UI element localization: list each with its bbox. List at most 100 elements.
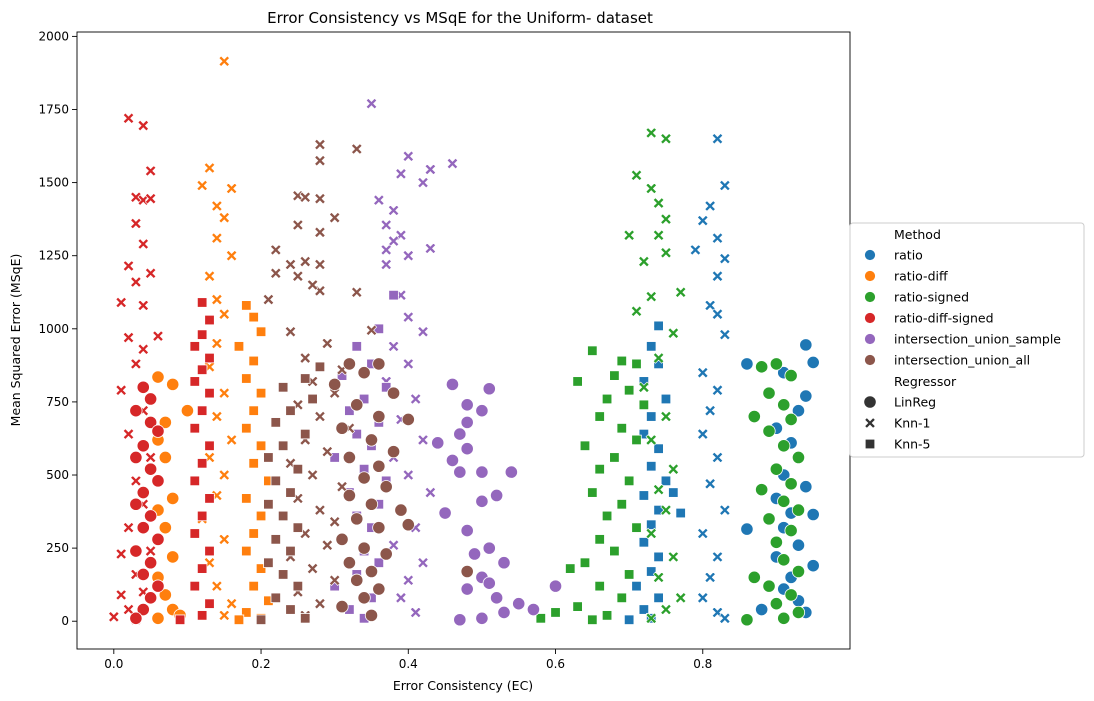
data-point <box>740 522 754 536</box>
data-point <box>646 341 657 352</box>
data-point <box>129 497 143 511</box>
data-point <box>653 551 664 563</box>
data-point <box>144 415 158 429</box>
data-point <box>646 461 657 472</box>
data-point <box>402 574 414 586</box>
data-point <box>189 528 200 539</box>
data-point <box>387 235 400 247</box>
x-tick-label: 0.4 <box>399 657 418 671</box>
data-point <box>342 357 356 371</box>
data-point <box>697 428 709 440</box>
data-point <box>652 483 665 496</box>
data-point <box>689 244 702 256</box>
data-point <box>460 442 474 456</box>
data-point <box>255 387 267 399</box>
data-point <box>372 409 386 424</box>
data-point <box>335 421 349 435</box>
legend-method-label: ratio-signed <box>894 290 969 305</box>
data-point <box>653 320 664 332</box>
data-point <box>762 579 776 593</box>
data-point <box>350 398 364 412</box>
data-point <box>136 439 150 453</box>
data-point <box>668 487 679 498</box>
data-point <box>306 562 319 575</box>
data-point <box>460 582 474 596</box>
data-point <box>292 580 304 592</box>
data-point <box>174 614 186 625</box>
data-point <box>329 452 340 463</box>
data-point <box>196 329 208 340</box>
legend-regressor-label: Knn-1 <box>894 416 931 431</box>
data-point <box>616 499 627 510</box>
data-point <box>755 602 769 617</box>
data-point <box>218 609 230 622</box>
legend-method-label: ratio-diff <box>894 269 948 284</box>
data-point <box>594 463 605 475</box>
data-point <box>372 521 386 535</box>
data-point <box>704 571 716 584</box>
legend-method-marker <box>864 354 876 366</box>
data-point <box>799 338 813 352</box>
data-point <box>388 289 399 301</box>
data-point <box>314 258 326 271</box>
data-point <box>364 608 379 622</box>
data-point <box>365 324 378 336</box>
y-tick-label: 2000 <box>38 29 69 43</box>
data-point <box>211 337 223 350</box>
data-point <box>697 366 709 379</box>
data-point <box>248 528 259 539</box>
data-point <box>660 133 672 145</box>
data-point <box>401 412 415 427</box>
data-point <box>364 497 379 511</box>
data-point <box>144 392 158 406</box>
data-point <box>372 459 386 473</box>
data-point <box>136 567 150 582</box>
data-point <box>380 244 392 256</box>
data-point <box>144 192 157 205</box>
data-point <box>241 493 252 504</box>
data-point <box>660 504 672 516</box>
data-point <box>270 417 281 428</box>
data-point <box>130 217 142 230</box>
data-point <box>189 580 200 592</box>
data-point <box>225 434 238 446</box>
data-point <box>211 580 223 592</box>
data-point <box>151 532 165 546</box>
data-point <box>445 453 460 467</box>
data-point <box>475 465 489 479</box>
data-point <box>704 404 716 417</box>
data-point <box>357 471 371 485</box>
data-point <box>424 242 437 255</box>
data-point <box>482 382 496 396</box>
data-point <box>475 611 489 625</box>
data-point <box>535 613 547 624</box>
data-point <box>646 411 657 422</box>
data-point <box>204 314 215 326</box>
data-point <box>784 588 798 602</box>
data-point <box>704 478 716 490</box>
data-point <box>777 553 791 567</box>
data-point <box>674 592 687 604</box>
legend-method-marker <box>864 333 876 345</box>
data-point <box>711 384 724 396</box>
legend: Method ratio ratio-diff ratio-signed ratio-… <box>849 222 1085 458</box>
data-point <box>151 474 165 488</box>
data-point <box>248 580 259 592</box>
data-point <box>697 592 709 604</box>
data-point <box>769 535 783 549</box>
data-point <box>129 404 143 418</box>
data-point <box>791 503 806 517</box>
data-point <box>342 450 356 465</box>
data-point <box>711 551 724 563</box>
x-axis: 0.0 0.2 0.4 0.6 0.8 <box>104 649 712 671</box>
data-point <box>660 213 672 225</box>
data-point <box>158 521 172 535</box>
data-point <box>314 138 326 151</box>
data-point <box>652 352 665 364</box>
data-point <box>594 580 605 592</box>
data-point <box>799 480 813 494</box>
data-point <box>137 299 149 312</box>
data-point <box>660 247 672 259</box>
data-point <box>572 376 583 387</box>
data-point <box>711 133 724 145</box>
